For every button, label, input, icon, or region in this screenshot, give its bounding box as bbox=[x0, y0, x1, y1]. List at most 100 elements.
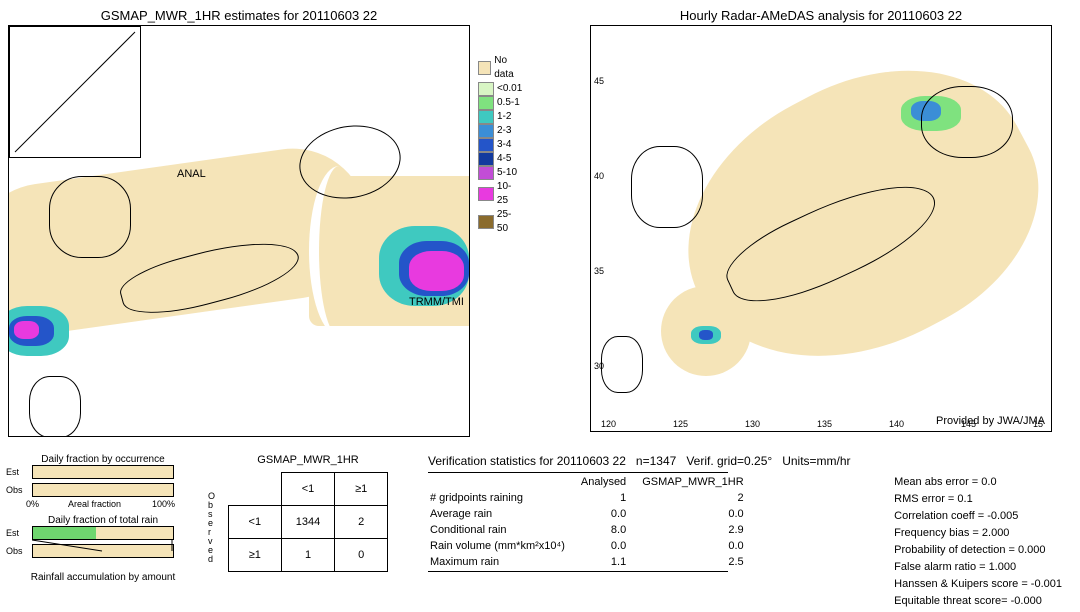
x-tick: 140 bbox=[889, 419, 904, 429]
verif-row-label: Average rain bbox=[430, 507, 579, 521]
verif-table: AnalysedGSMAP_MWR_1HR # gridpoints raini… bbox=[428, 473, 760, 571]
ct-cell: 2 bbox=[335, 506, 388, 539]
coast bbox=[49, 176, 131, 258]
verif-row: Average rain0.00.0 bbox=[430, 507, 758, 521]
verif-a: 0.0 bbox=[581, 507, 640, 521]
right-map-title: Hourly Radar-AMeDAS analysis for 2011060… bbox=[590, 8, 1052, 23]
verification-block: Verification statistics for 20110603 22 … bbox=[428, 454, 1072, 604]
stat-line: Hanssen & Kuipers score = -0.001 bbox=[894, 576, 1062, 593]
legend-swatch bbox=[478, 124, 494, 138]
legend-swatch bbox=[478, 152, 494, 166]
legend-swatch bbox=[478, 82, 494, 96]
ct-col-lt: <1 bbox=[281, 473, 335, 506]
verif-units: Units=mm/hr bbox=[782, 454, 850, 468]
occ-bars: Est Obs 0% Areal fraction 100% bbox=[8, 465, 198, 511]
occ-obs-bar bbox=[32, 483, 174, 497]
est-label: Est bbox=[6, 528, 19, 538]
legend-label: 0.5-1 bbox=[497, 96, 520, 110]
inset-chart: GSMAP_MWR_1HR 3.02.52.01.51.00.50.0 bbox=[9, 26, 141, 158]
est-label: Est bbox=[6, 467, 19, 477]
contingency-table: <1≥1 <113442 ≥110 bbox=[228, 472, 388, 572]
verif-b: 2.9 bbox=[642, 523, 757, 537]
legend-label: 2-3 bbox=[497, 124, 511, 138]
ct-row-ge: ≥1 bbox=[229, 539, 282, 572]
mini-charts: Daily fraction by occurrence Est Obs 0% … bbox=[8, 454, 198, 604]
verif-row: Conditional rain8.02.9 bbox=[430, 523, 758, 537]
legend-row: 25-50 bbox=[478, 208, 522, 236]
stat-line: Equitable threat score= -0.000 bbox=[894, 593, 1062, 610]
left-map-frame: GSMAP_MWR_1HR 3.02.52.01.51.00.50.0 ANAL… bbox=[8, 25, 470, 437]
y-tick: 45 bbox=[594, 76, 604, 86]
coast bbox=[921, 86, 1013, 158]
x-tick: 135 bbox=[817, 419, 832, 429]
right-map-block: Hourly Radar-AMeDAS analysis for 2011060… bbox=[590, 8, 1052, 448]
right-map-frame: 12012513013514014515 45403530 Provided b… bbox=[590, 25, 1052, 432]
bottom-row: Daily fraction by occurrence Est Obs 0% … bbox=[8, 454, 1072, 604]
trmm-label: TRMM/TMI bbox=[409, 296, 464, 308]
legend-swatch bbox=[478, 215, 494, 229]
verif-header: Verification statistics for 20110603 22 … bbox=[428, 454, 1072, 468]
ct-col-ge: ≥1 bbox=[335, 473, 388, 506]
legend-row: 3-4 bbox=[478, 138, 522, 152]
precip-blob bbox=[14, 321, 39, 339]
verif-row-label: Rain volume (mm*km²x10⁴) bbox=[430, 539, 579, 553]
ct-title: GSMAP_MWR_1HR bbox=[228, 454, 388, 466]
x-tick: 125 bbox=[673, 419, 688, 429]
rain-title: Daily fraction of total rain bbox=[8, 515, 198, 526]
legend-row: 10-25 bbox=[478, 180, 522, 208]
ct-cell: 1344 bbox=[281, 506, 335, 539]
legend-row: No data bbox=[478, 54, 522, 82]
color-legend: No data<0.010.5-11-22-33-44-55-1010-2525… bbox=[478, 54, 522, 236]
legend-label: 25-50 bbox=[497, 208, 522, 236]
verif-a: 1.1 bbox=[581, 555, 640, 569]
col-analysed: Analysed bbox=[581, 475, 640, 489]
ct-row-lt: <1 bbox=[229, 506, 282, 539]
verif-a: 8.0 bbox=[581, 523, 640, 537]
obs-vert-char: d bbox=[208, 555, 215, 564]
ct-cell: 0 bbox=[335, 539, 388, 572]
verif-row-label: Maximum rain bbox=[430, 555, 579, 569]
y-tick: 30 bbox=[594, 361, 604, 371]
coast bbox=[631, 146, 703, 228]
verif-row-label: # gridpoints raining bbox=[430, 491, 579, 505]
legend-label: 1-2 bbox=[497, 110, 511, 124]
verif-b: 2.5 bbox=[642, 555, 757, 569]
contingency-block: GSMAP_MWR_1HR <1≥1 <113442 ≥110 bbox=[228, 454, 388, 604]
ct-cell: 1 bbox=[281, 539, 335, 572]
y-tick: 35 bbox=[594, 266, 604, 276]
stat-line: Correlation coeff = -0.005 bbox=[894, 508, 1062, 525]
inset-label: GSMAP_MWR_1HR bbox=[12, 25, 113, 26]
legend-label: <0.01 bbox=[497, 82, 522, 96]
precip-blob bbox=[409, 251, 464, 291]
x-tick: 120 bbox=[601, 419, 616, 429]
coast bbox=[29, 376, 81, 437]
left-map-block: GSMAP_MWR_1HR estimates for 20110603 22 … bbox=[8, 8, 470, 448]
legend-swatch bbox=[478, 61, 491, 75]
band-connector-icon bbox=[32, 526, 202, 566]
left-map-title: GSMAP_MWR_1HR estimates for 20110603 22 bbox=[8, 8, 470, 23]
attribution: Provided by JWA/JMA bbox=[936, 415, 1045, 427]
top-row: GSMAP_MWR_1HR estimates for 20110603 22 … bbox=[8, 8, 1072, 448]
stats-list: Mean abs error = 0.0RMS error = 0.1Corre… bbox=[894, 474, 1062, 610]
verif-a: 0.0 bbox=[581, 539, 640, 553]
verif-b: 0.0 bbox=[642, 539, 757, 553]
inset-diagonal-icon bbox=[10, 27, 140, 157]
legend-label: 4-5 bbox=[497, 152, 511, 166]
verif-b: 0.0 bbox=[642, 507, 757, 521]
obs-label: Obs bbox=[6, 485, 23, 495]
legend-swatch bbox=[478, 187, 494, 201]
verif-row-label: Conditional rain bbox=[430, 523, 579, 537]
x-tick: 130 bbox=[745, 419, 760, 429]
axis-0: 0% bbox=[26, 499, 39, 509]
rain-footer: Rainfall accumulation by amount bbox=[8, 572, 198, 583]
anal-label: ANAL bbox=[177, 168, 206, 180]
verif-prefix: Verification statistics for 20110603 22 bbox=[428, 454, 626, 468]
legend-swatch bbox=[478, 166, 494, 180]
obs-label: Obs bbox=[6, 546, 23, 556]
legend-label: No data bbox=[494, 54, 522, 82]
col-gsmap: GSMAP_MWR_1HR bbox=[642, 475, 757, 489]
legend-label: 3-4 bbox=[497, 138, 511, 152]
legend-row: <0.01 bbox=[478, 82, 522, 96]
verif-row: # gridpoints raining12 bbox=[430, 491, 758, 505]
stat-line: False alarm ratio = 1.000 bbox=[894, 559, 1062, 576]
